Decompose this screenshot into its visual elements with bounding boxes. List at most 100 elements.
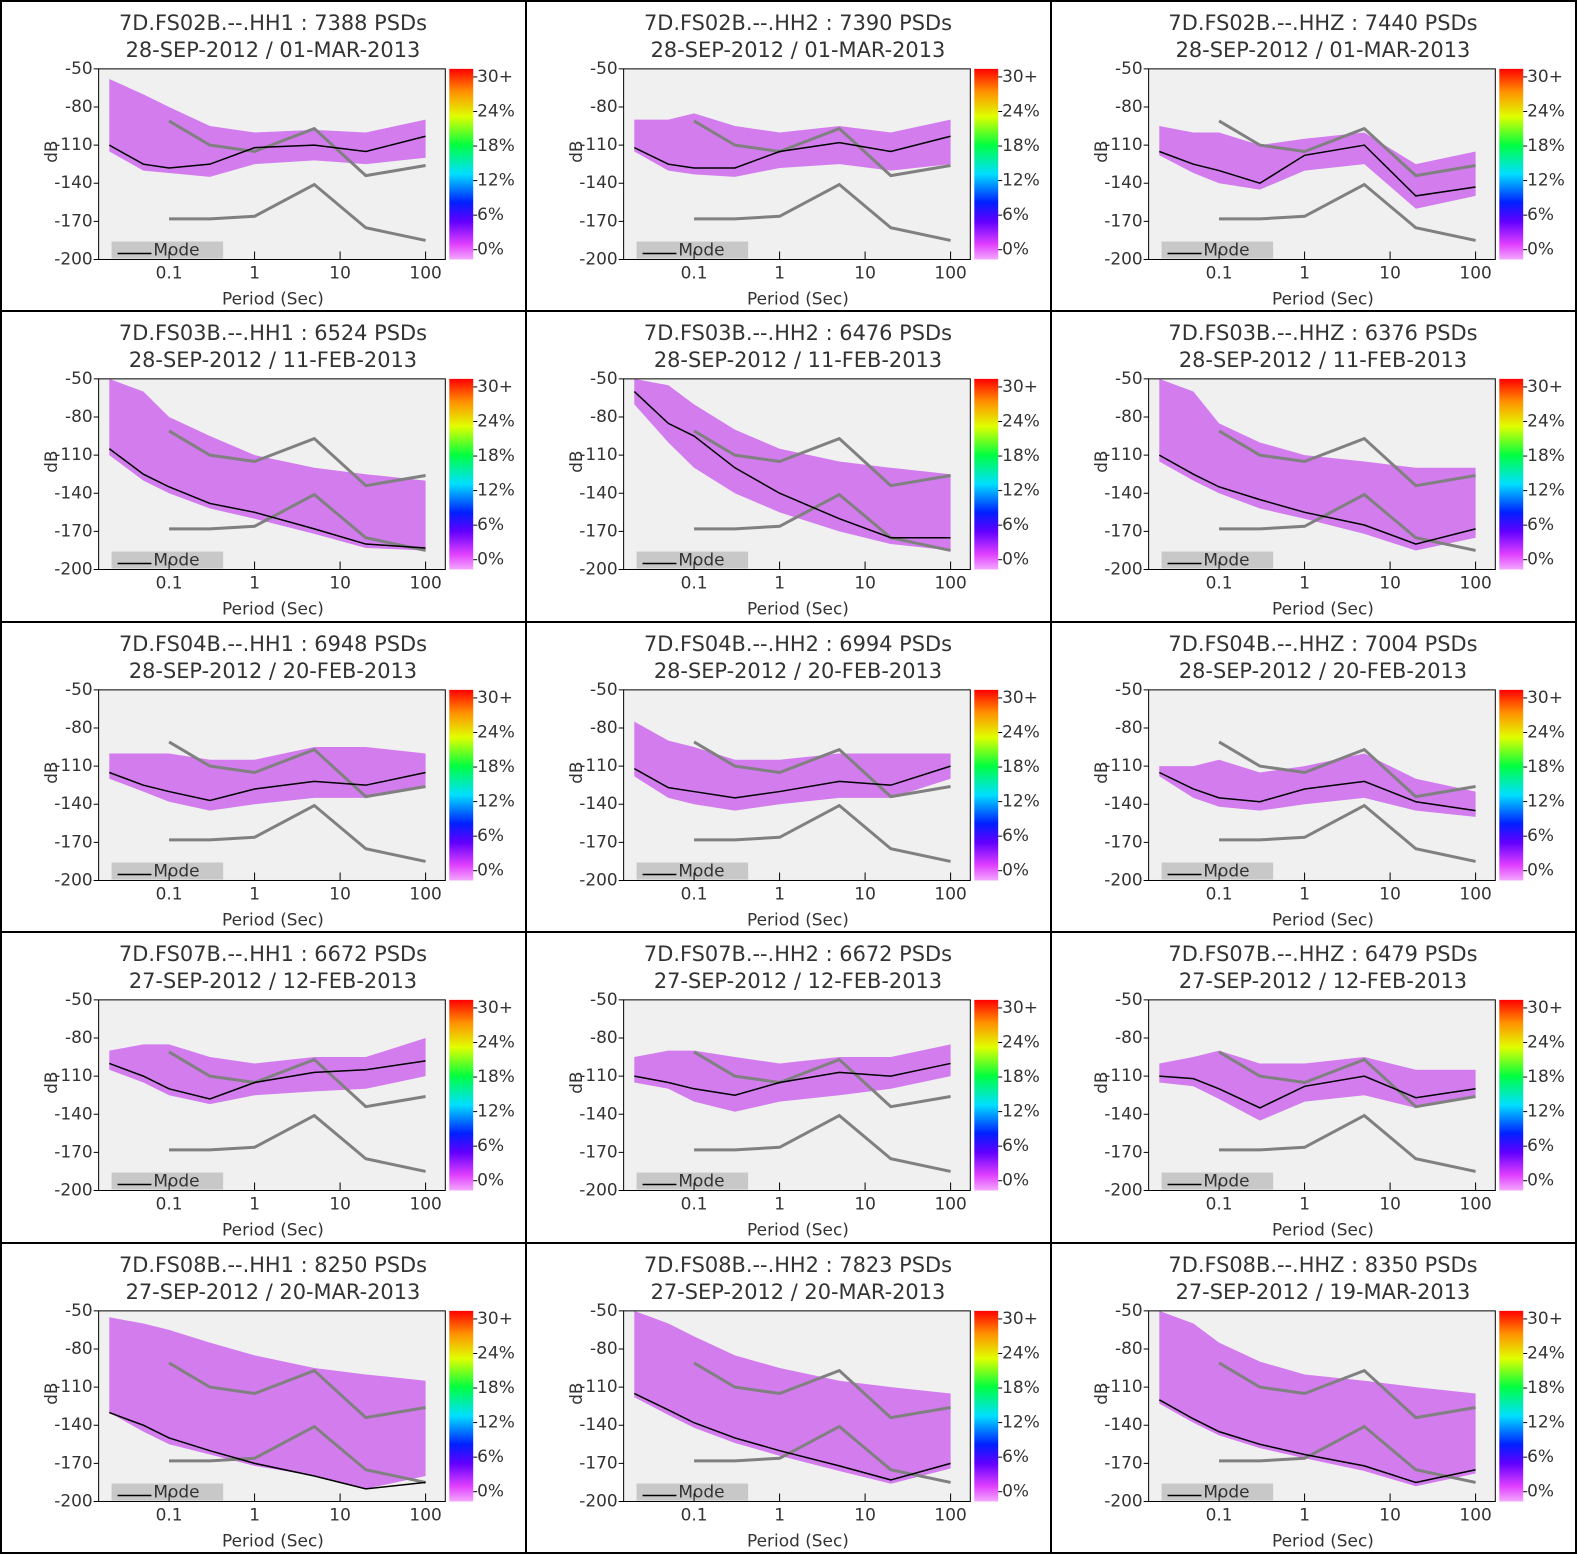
plot-frame — [1148, 689, 1496, 881]
x-tick-label: 100 — [409, 883, 441, 903]
colorbar-tick-label: 18% — [1527, 1066, 1565, 1086]
x-tick-label: 1 — [249, 573, 260, 593]
colorbar-tick-label: 18% — [477, 756, 515, 776]
legend-label: Mode — [678, 860, 724, 880]
chart-cell: 7D.FS08B.--.HH1 : 8250 PSDs 27-SEP-2012 /… — [1, 1242, 526, 1553]
chart-subtitle: 27-SEP-2012 / 20-MAR-2013 — [651, 1279, 946, 1303]
mode-line — [1158, 771, 1476, 812]
x-tick-label: 10 — [1379, 262, 1401, 282]
mode-line — [109, 1060, 426, 1100]
chart: 7D.FS04B.--.HH1 : 6948 PSDs 28-SEP-2012 /… — [41, 632, 515, 929]
colorbar-tick-label: 12% — [1002, 480, 1040, 500]
high-noise-model — [693, 1050, 951, 1109]
x-tick-label: 10 — [329, 573, 351, 593]
mode-line — [633, 135, 951, 169]
low-noise-model — [169, 803, 426, 863]
colorbar-tick-label: 18% — [1002, 135, 1040, 155]
mode-line — [109, 1411, 426, 1490]
chart-cell: 7D.FS03B.--.HHZ : 6376 PSDs 28-SEP-2012 /… — [1051, 311, 1576, 622]
plot-frame — [623, 999, 971, 1192]
colorbar-tick-label: 24% — [1527, 721, 1565, 741]
colorbar-tick-label: 6% — [477, 1135, 504, 1155]
y-tick-label: -200 — [1104, 559, 1142, 579]
y-tick-label: -50 — [1115, 989, 1143, 1009]
colorbar-tick-label: 6% — [477, 204, 504, 224]
y-tick-label: -170 — [54, 1142, 92, 1162]
chart-title: 7D.FS08B.--.HH1 : 8250 PSDs — [119, 1253, 427, 1277]
colorbar-tick-label: 6% — [1002, 204, 1029, 224]
colorbar — [449, 379, 474, 570]
colorbar-tick-label: 30+ — [1002, 66, 1038, 86]
x-tick-label: 1 — [774, 262, 785, 282]
chart-cell: 7D.FS08B.--.HH2 : 7823 PSDs 27-SEP-2012 /… — [526, 1242, 1051, 1553]
legend-box — [111, 862, 224, 880]
chart: 7D.FS07B.--.HH1 : 6672 PSDs 27-SEP-2012 /… — [41, 942, 515, 1239]
y-tick-label: -50 — [65, 989, 93, 1009]
colorbar — [974, 379, 999, 570]
x-tick-label: 100 — [1459, 883, 1491, 903]
x-tick-label: 10 — [1379, 883, 1401, 903]
x-axis-label: Period (Sec) — [1272, 1530, 1374, 1550]
chart-subtitle: 28-SEP-2012 / 11-FEB-2013 — [654, 348, 942, 372]
y-tick-label: -80 — [590, 1338, 618, 1358]
x-tick-label: 100 — [934, 573, 966, 593]
legend-box — [636, 862, 749, 880]
y-tick-label: -140 — [54, 172, 92, 192]
chart-cell: 7D.FS08B.--.HHZ : 8350 PSDs 27-SEP-2012 /… — [1051, 1242, 1576, 1553]
x-tick-label: 100 — [934, 1194, 966, 1214]
legend-label: Mode — [153, 860, 199, 880]
x-tick-label: 1 — [249, 262, 260, 282]
colorbar-tick-label: 0% — [1002, 549, 1029, 569]
x-axis-label: Period (Sec) — [1272, 1220, 1374, 1240]
plot-frame — [1148, 1309, 1496, 1502]
y-tick-label: -50 — [590, 1299, 618, 1319]
colorbar-tick-label: 12% — [477, 1411, 515, 1431]
chart-title: 7D.FS03B.--.HHZ : 6376 PSDs — [1168, 321, 1477, 345]
legend-label: Mode — [153, 239, 199, 259]
y-tick-label: -50 — [1115, 679, 1143, 699]
legend-box — [1161, 551, 1274, 569]
x-tick-label: 1 — [1299, 1194, 1310, 1214]
colorbar-tick-label: 6% — [1527, 825, 1554, 845]
chart-title: 7D.FS04B.--.HH1 : 6948 PSDs — [119, 632, 427, 656]
y-tick-label: -200 — [54, 559, 92, 579]
y-tick-label: -140 — [54, 1103, 92, 1123]
colorbar-tick-label: 30+ — [1527, 66, 1563, 86]
y-tick-label: -110 — [54, 1376, 92, 1396]
colorbar-tick-label: 12% — [1002, 790, 1040, 810]
colorbar-tick-label: 24% — [477, 1032, 515, 1052]
y-tick-label: -80 — [1115, 96, 1143, 116]
y-axis-label: dB — [41, 451, 61, 473]
plot-frame — [1148, 68, 1496, 260]
y-tick-label: -200 — [54, 1490, 92, 1510]
legend-label: Mode — [153, 1481, 199, 1501]
legend-label: Mode — [1203, 1171, 1249, 1191]
plot-frame — [623, 689, 971, 881]
chart-title: 7D.FS04B.--.HH2 : 6994 PSDs — [644, 632, 952, 656]
colorbar-tick-label: 18% — [477, 1377, 515, 1397]
low-noise-model — [694, 1424, 951, 1484]
legend-label: Mode — [678, 1171, 724, 1191]
x-tick-label: 10 — [329, 1194, 351, 1214]
y-tick-label: -140 — [579, 793, 617, 813]
colorbar-tick-label: 18% — [1527, 135, 1565, 155]
chart-cell: 7D.FS07B.--.HHZ : 6479 PSDs 27-SEP-2012 /… — [1051, 932, 1576, 1243]
y-tick-label: -80 — [590, 96, 618, 116]
y-axis-label: dB — [1091, 451, 1111, 473]
x-tick-label: 1 — [1299, 262, 1310, 282]
y-axis-label: dB — [566, 761, 586, 783]
mode-line — [108, 448, 426, 550]
y-tick-label: -200 — [579, 869, 617, 889]
high-noise-model — [693, 740, 951, 799]
x-tick-label: 100 — [1459, 262, 1491, 282]
colorbar — [974, 1000, 999, 1191]
chart-title: 7D.FS02B.--.HH2 : 7390 PSDs — [644, 11, 952, 35]
y-tick-label: -200 — [54, 869, 92, 889]
colorbar-tick-label: 6% — [1527, 1135, 1554, 1155]
y-tick-label: -140 — [1104, 172, 1142, 192]
mode-line — [1159, 1075, 1476, 1109]
chart-subtitle: 28-SEP-2012 / 20-FEB-2013 — [129, 659, 417, 683]
x-axis-label: Period (Sec) — [1272, 909, 1374, 929]
chart-title: 7D.FS08B.--.HH2 : 7823 PSDs — [644, 1253, 952, 1277]
